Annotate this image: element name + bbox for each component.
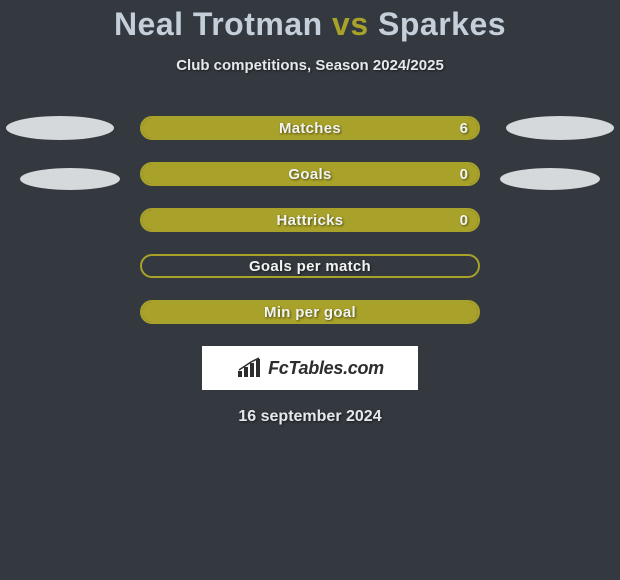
logo-box: FcTables.com bbox=[202, 346, 418, 390]
side-ellipse bbox=[500, 168, 600, 190]
title-vs: vs bbox=[332, 6, 369, 42]
stat-row: Goals0 bbox=[140, 162, 480, 186]
logo: FcTables.com bbox=[236, 357, 384, 379]
stat-value: 0 bbox=[460, 164, 468, 184]
stat-label: Goals bbox=[142, 164, 478, 184]
chart-area: Matches6Goals0Hattricks0Goals per matchM… bbox=[0, 116, 620, 324]
date-text: 16 september 2024 bbox=[0, 408, 620, 426]
title-player2: Sparkes bbox=[378, 6, 506, 42]
stat-value: 0 bbox=[460, 210, 468, 230]
side-ellipse bbox=[506, 116, 614, 140]
stat-label: Goals per match bbox=[142, 256, 478, 276]
stat-row: Goals per match bbox=[140, 254, 480, 278]
stat-label: Matches bbox=[142, 118, 478, 138]
stat-value: 6 bbox=[460, 118, 468, 138]
page-title: Neal Trotman vs Sparkes bbox=[0, 0, 620, 43]
bars-icon bbox=[236, 357, 264, 379]
logo-text: FcTables.com bbox=[268, 358, 384, 379]
side-ellipse bbox=[6, 116, 114, 140]
stat-row: Matches6 bbox=[140, 116, 480, 140]
side-ellipse bbox=[20, 168, 120, 190]
stat-row: Hattricks0 bbox=[140, 208, 480, 232]
subtitle: Club competitions, Season 2024/2025 bbox=[0, 57, 620, 74]
title-player1: Neal Trotman bbox=[114, 6, 323, 42]
stat-label: Min per goal bbox=[142, 302, 478, 322]
stat-row: Min per goal bbox=[140, 300, 480, 324]
stat-label: Hattricks bbox=[142, 210, 478, 230]
